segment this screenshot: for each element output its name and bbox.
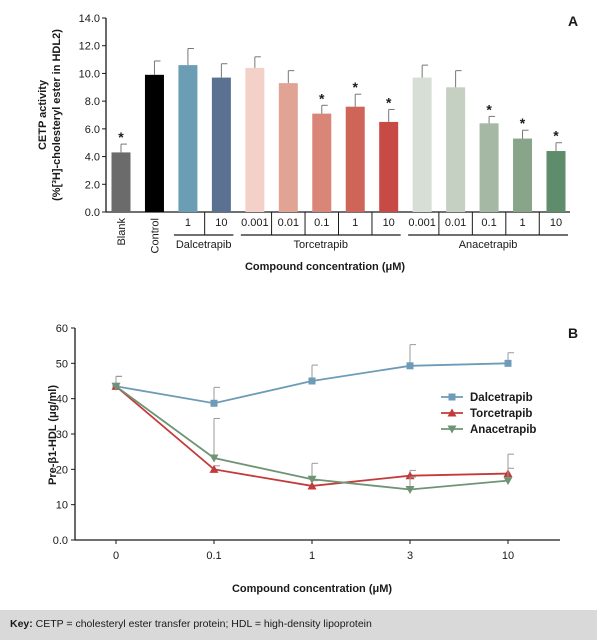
panel-a-ylabel-line1: CETP activity [37, 79, 49, 150]
bar-category-label: 0.001 [241, 217, 269, 229]
panel-b-x-tick-label: 10 [502, 550, 514, 562]
bar [479, 123, 499, 212]
panel-b-legend: Dalcetrapib Torcetrapib Anacetrapib [441, 392, 536, 436]
panel-a-group-labels: Dalcetrapib Torcetrapib Anacetrapib [173, 212, 568, 251]
legend-label: Dalcetrapib [470, 392, 533, 404]
panel-b-series [111, 344, 514, 494]
series-anacetrapib [111, 375, 514, 494]
bar [144, 74, 164, 212]
panel-b-y-tick-label: 50 [56, 358, 68, 370]
legend-marker [447, 425, 457, 434]
bar-category-label: 0.01 [278, 217, 299, 229]
data-point [209, 464, 219, 473]
bar-category-label: 0.001 [408, 217, 436, 229]
data-point [111, 382, 121, 391]
bar-category-label: Blank [116, 218, 128, 246]
bar [111, 152, 131, 212]
significance-star: * [520, 115, 526, 131]
data-point [308, 377, 316, 385]
legend-marker [448, 393, 456, 401]
bar [245, 67, 265, 212]
panel-a-y-tick-label: 12.0 [79, 41, 100, 53]
group-label: Dalcetrapib [176, 239, 232, 251]
legend-label: Anacetrapib [470, 424, 536, 436]
panel-b-y-tick-label: 30 [56, 429, 68, 441]
bar [379, 121, 399, 212]
bar [278, 83, 298, 212]
bar [446, 87, 466, 212]
panel-a-x-tick-labels: Blank Control 1 10 0.001 0.01 0.1 1 10 0.001 0.01 0… [116, 217, 562, 253]
panel-a-bar-chart: A CETP activity (%[³H]-cholesteryl ester… [37, 13, 578, 273]
panel-b-y-tick-label: 60 [56, 323, 68, 335]
panel-a-y-tick-label: 0.0 [85, 207, 100, 219]
data-point [209, 454, 219, 463]
panel-a-y-tick-label: 10.0 [79, 68, 100, 80]
key-text: CETP = cholesteryl ester transfer protei… [32, 618, 372, 630]
data-point [503, 477, 513, 486]
bar [513, 138, 533, 212]
data-point [405, 485, 415, 494]
bar-category-label: 10 [550, 217, 562, 229]
panel-b-y-tick-label: 20 [56, 464, 68, 476]
legend-item-dalcetrapib: Dalcetrapib [441, 392, 533, 404]
panel-a-y-tick-label: 6.0 [85, 124, 100, 136]
significance-star: * [386, 94, 392, 110]
legend-item-torcetrapib: Torcetrapib [441, 408, 532, 420]
key-prefix: Key: [10, 618, 33, 630]
bar-category-label: Control [149, 218, 161, 253]
panel-a-y-tick-label: 14.0 [79, 13, 100, 25]
panel-b-x-tick-label: 0.1 [206, 550, 221, 562]
panel-b-axes: 0.0 10 20 30 40 50 60 0 0.1 1 3 10 [53, 323, 560, 562]
bar-category-label: 1 [185, 217, 191, 229]
bar-category-label: 1 [352, 217, 358, 229]
panel-a-y-tick-label: 2.0 [85, 179, 100, 191]
group-label: Torcetrapib [294, 239, 348, 251]
bar [546, 151, 566, 212]
panel-b-xlabel: Compound concentration (μM) [232, 583, 392, 595]
panel-b-y-tick-label: 40 [56, 394, 68, 406]
significance-star: * [353, 79, 359, 95]
significance-star: * [319, 90, 325, 106]
data-point [210, 399, 218, 407]
data-point [504, 359, 512, 367]
data-point [307, 475, 317, 484]
series-torcetrapib [111, 375, 514, 490]
bar [211, 77, 231, 212]
bar-category-label: 10 [383, 217, 395, 229]
bar-category-label: 1 [519, 217, 525, 229]
data-point [406, 362, 414, 370]
panel-b-y-tick-label: 0.0 [53, 535, 68, 547]
bar [178, 65, 198, 212]
panel-b-x-tick-label: 3 [407, 550, 413, 562]
significance-star: * [486, 101, 492, 117]
panel-a-bars: * * * * * * * [111, 47, 566, 212]
panel-b-y-tick-label: 10 [56, 500, 68, 512]
panel-a-xlabel: Compound concentration (μM) [245, 261, 405, 273]
significance-star: * [118, 129, 124, 145]
data-point [307, 481, 317, 490]
bar-category-label: 0.1 [314, 217, 329, 229]
legend-marker [447, 408, 457, 417]
panel-b-x-tick-label: 1 [309, 550, 315, 562]
panel-b-letter: B [568, 325, 578, 341]
significance-star: * [553, 128, 559, 144]
bar [412, 77, 432, 212]
bar [312, 113, 332, 212]
panel-a-ylabel-line2: (%[³H]-cholesteryl ester in HDL2) [51, 29, 63, 201]
panel-a-y-tick-label: 4.0 [85, 152, 100, 164]
bar-category-label: 10 [215, 217, 227, 229]
panel-b-line-chart: B Pre-β1-HDL (μg/ml) 0.0 10 20 30 40 50 60 0 0.1… [47, 323, 578, 595]
legend-label: Torcetrapib [470, 408, 532, 420]
panel-a-letter: A [568, 13, 578, 29]
key-footnote: Key: CETP = cholesteryl ester transfer p… [0, 610, 597, 640]
panel-b-x-tick-label: 0 [113, 550, 119, 562]
bar [345, 106, 365, 212]
panel-b-ylabel: Pre-β1-HDL (μg/ml) [47, 385, 59, 485]
panel-a-y-tick-label: 8.0 [85, 96, 100, 108]
group-label: Anacetrapib [459, 239, 518, 251]
bar-category-label: 0.1 [481, 217, 496, 229]
legend-item-anacetrapib: Anacetrapib [441, 424, 536, 436]
bar-category-label: 0.01 [445, 217, 466, 229]
